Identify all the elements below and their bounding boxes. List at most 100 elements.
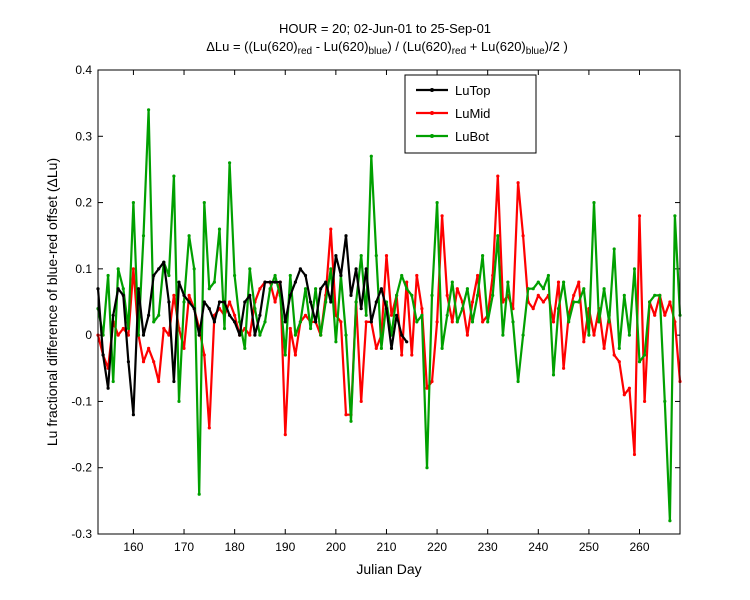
data-point — [364, 313, 368, 317]
data-point — [329, 300, 333, 304]
data-point — [556, 280, 561, 284]
data-point — [450, 320, 454, 324]
legend-label: LuTop — [455, 83, 490, 98]
data-point — [126, 333, 130, 337]
data-point — [207, 307, 211, 311]
data-point — [233, 273, 237, 278]
data-point — [121, 326, 125, 331]
data-point — [476, 273, 480, 278]
data-point — [643, 399, 647, 403]
data-point — [172, 293, 176, 297]
data-point — [293, 333, 297, 337]
x-tick-label: 250 — [579, 540, 599, 554]
data-point — [572, 300, 576, 304]
data-point — [521, 333, 525, 337]
data-point — [354, 267, 358, 271]
legend: LuTop LuMid LuBot — [404, 74, 537, 154]
data-point — [602, 346, 606, 350]
data-point — [157, 267, 161, 271]
data-point — [521, 234, 525, 238]
data-point — [334, 340, 338, 344]
data-point — [405, 340, 409, 344]
data-point — [344, 234, 348, 238]
data-point — [162, 260, 166, 264]
data-point — [582, 287, 586, 291]
data-point — [131, 267, 135, 271]
title2-sub2: blue — [368, 46, 387, 57]
data-point — [116, 267, 120, 271]
data-point — [430, 293, 434, 297]
data-point — [222, 326, 227, 331]
data-point — [222, 300, 227, 304]
data-point — [653, 313, 657, 317]
data-point — [536, 293, 540, 297]
data-point — [238, 333, 242, 337]
data-point — [465, 287, 469, 291]
data-point — [415, 320, 419, 324]
y-axis-label: Lu fractional difference of blue-red off… — [44, 158, 60, 446]
data-point — [329, 267, 333, 271]
data-point — [531, 307, 535, 311]
data-point — [212, 280, 216, 284]
x-axis-label: Julian Day — [356, 561, 421, 577]
data-point — [622, 393, 626, 397]
legend-label: LuMid — [455, 106, 490, 121]
data-point — [410, 353, 414, 357]
data-point — [152, 273, 156, 278]
data-point — [450, 280, 454, 284]
data-point — [384, 254, 389, 258]
data-point — [334, 254, 338, 258]
data-point — [217, 227, 222, 231]
data-point — [167, 300, 171, 304]
data-point — [207, 287, 211, 291]
data-point — [339, 273, 343, 278]
y-tick-label: 0.1 — [75, 262, 92, 276]
x-tick-label: 180 — [225, 540, 245, 554]
data-point — [162, 326, 166, 331]
data-point — [293, 353, 297, 357]
y-tick-label: -0.1 — [71, 394, 92, 408]
data-point — [303, 313, 308, 317]
data-point — [369, 320, 373, 324]
data-point — [273, 273, 277, 278]
data-point — [141, 360, 146, 364]
data-point — [395, 313, 399, 317]
data-point — [268, 280, 272, 284]
data-point — [536, 280, 540, 284]
legend-label: LuBot — [455, 129, 489, 144]
data-point — [582, 340, 586, 344]
data-point — [673, 214, 677, 218]
data-point — [612, 353, 616, 357]
data-point — [420, 313, 424, 317]
data-point — [212, 320, 216, 324]
title2-sub1: red — [298, 46, 312, 57]
data-point — [192, 307, 196, 311]
data-point — [228, 300, 232, 304]
data-point — [324, 300, 328, 304]
data-point — [167, 333, 171, 337]
x-tick-label: 210 — [376, 540, 396, 554]
data-point — [516, 181, 520, 185]
data-point — [309, 326, 313, 331]
data-point — [152, 320, 156, 324]
data-point — [258, 333, 262, 337]
data-point — [577, 300, 581, 304]
data-point — [233, 320, 237, 324]
data-point — [182, 300, 186, 304]
data-point — [288, 326, 292, 331]
y-tick-label: 0.4 — [75, 63, 92, 77]
data-point — [663, 399, 667, 403]
data-point — [541, 287, 546, 291]
title2-part2: - Lu(620) — [312, 39, 368, 54]
data-point — [496, 174, 500, 178]
title2-part1: ΔLu = ((Lu(620) — [206, 39, 297, 54]
data-point — [440, 346, 444, 350]
data-point — [111, 379, 115, 384]
data-point — [516, 379, 520, 384]
data-point — [116, 287, 120, 291]
data-point — [491, 293, 495, 297]
data-point — [177, 280, 181, 284]
data-point — [147, 346, 151, 350]
data-point — [177, 399, 181, 403]
data-point — [283, 433, 287, 437]
